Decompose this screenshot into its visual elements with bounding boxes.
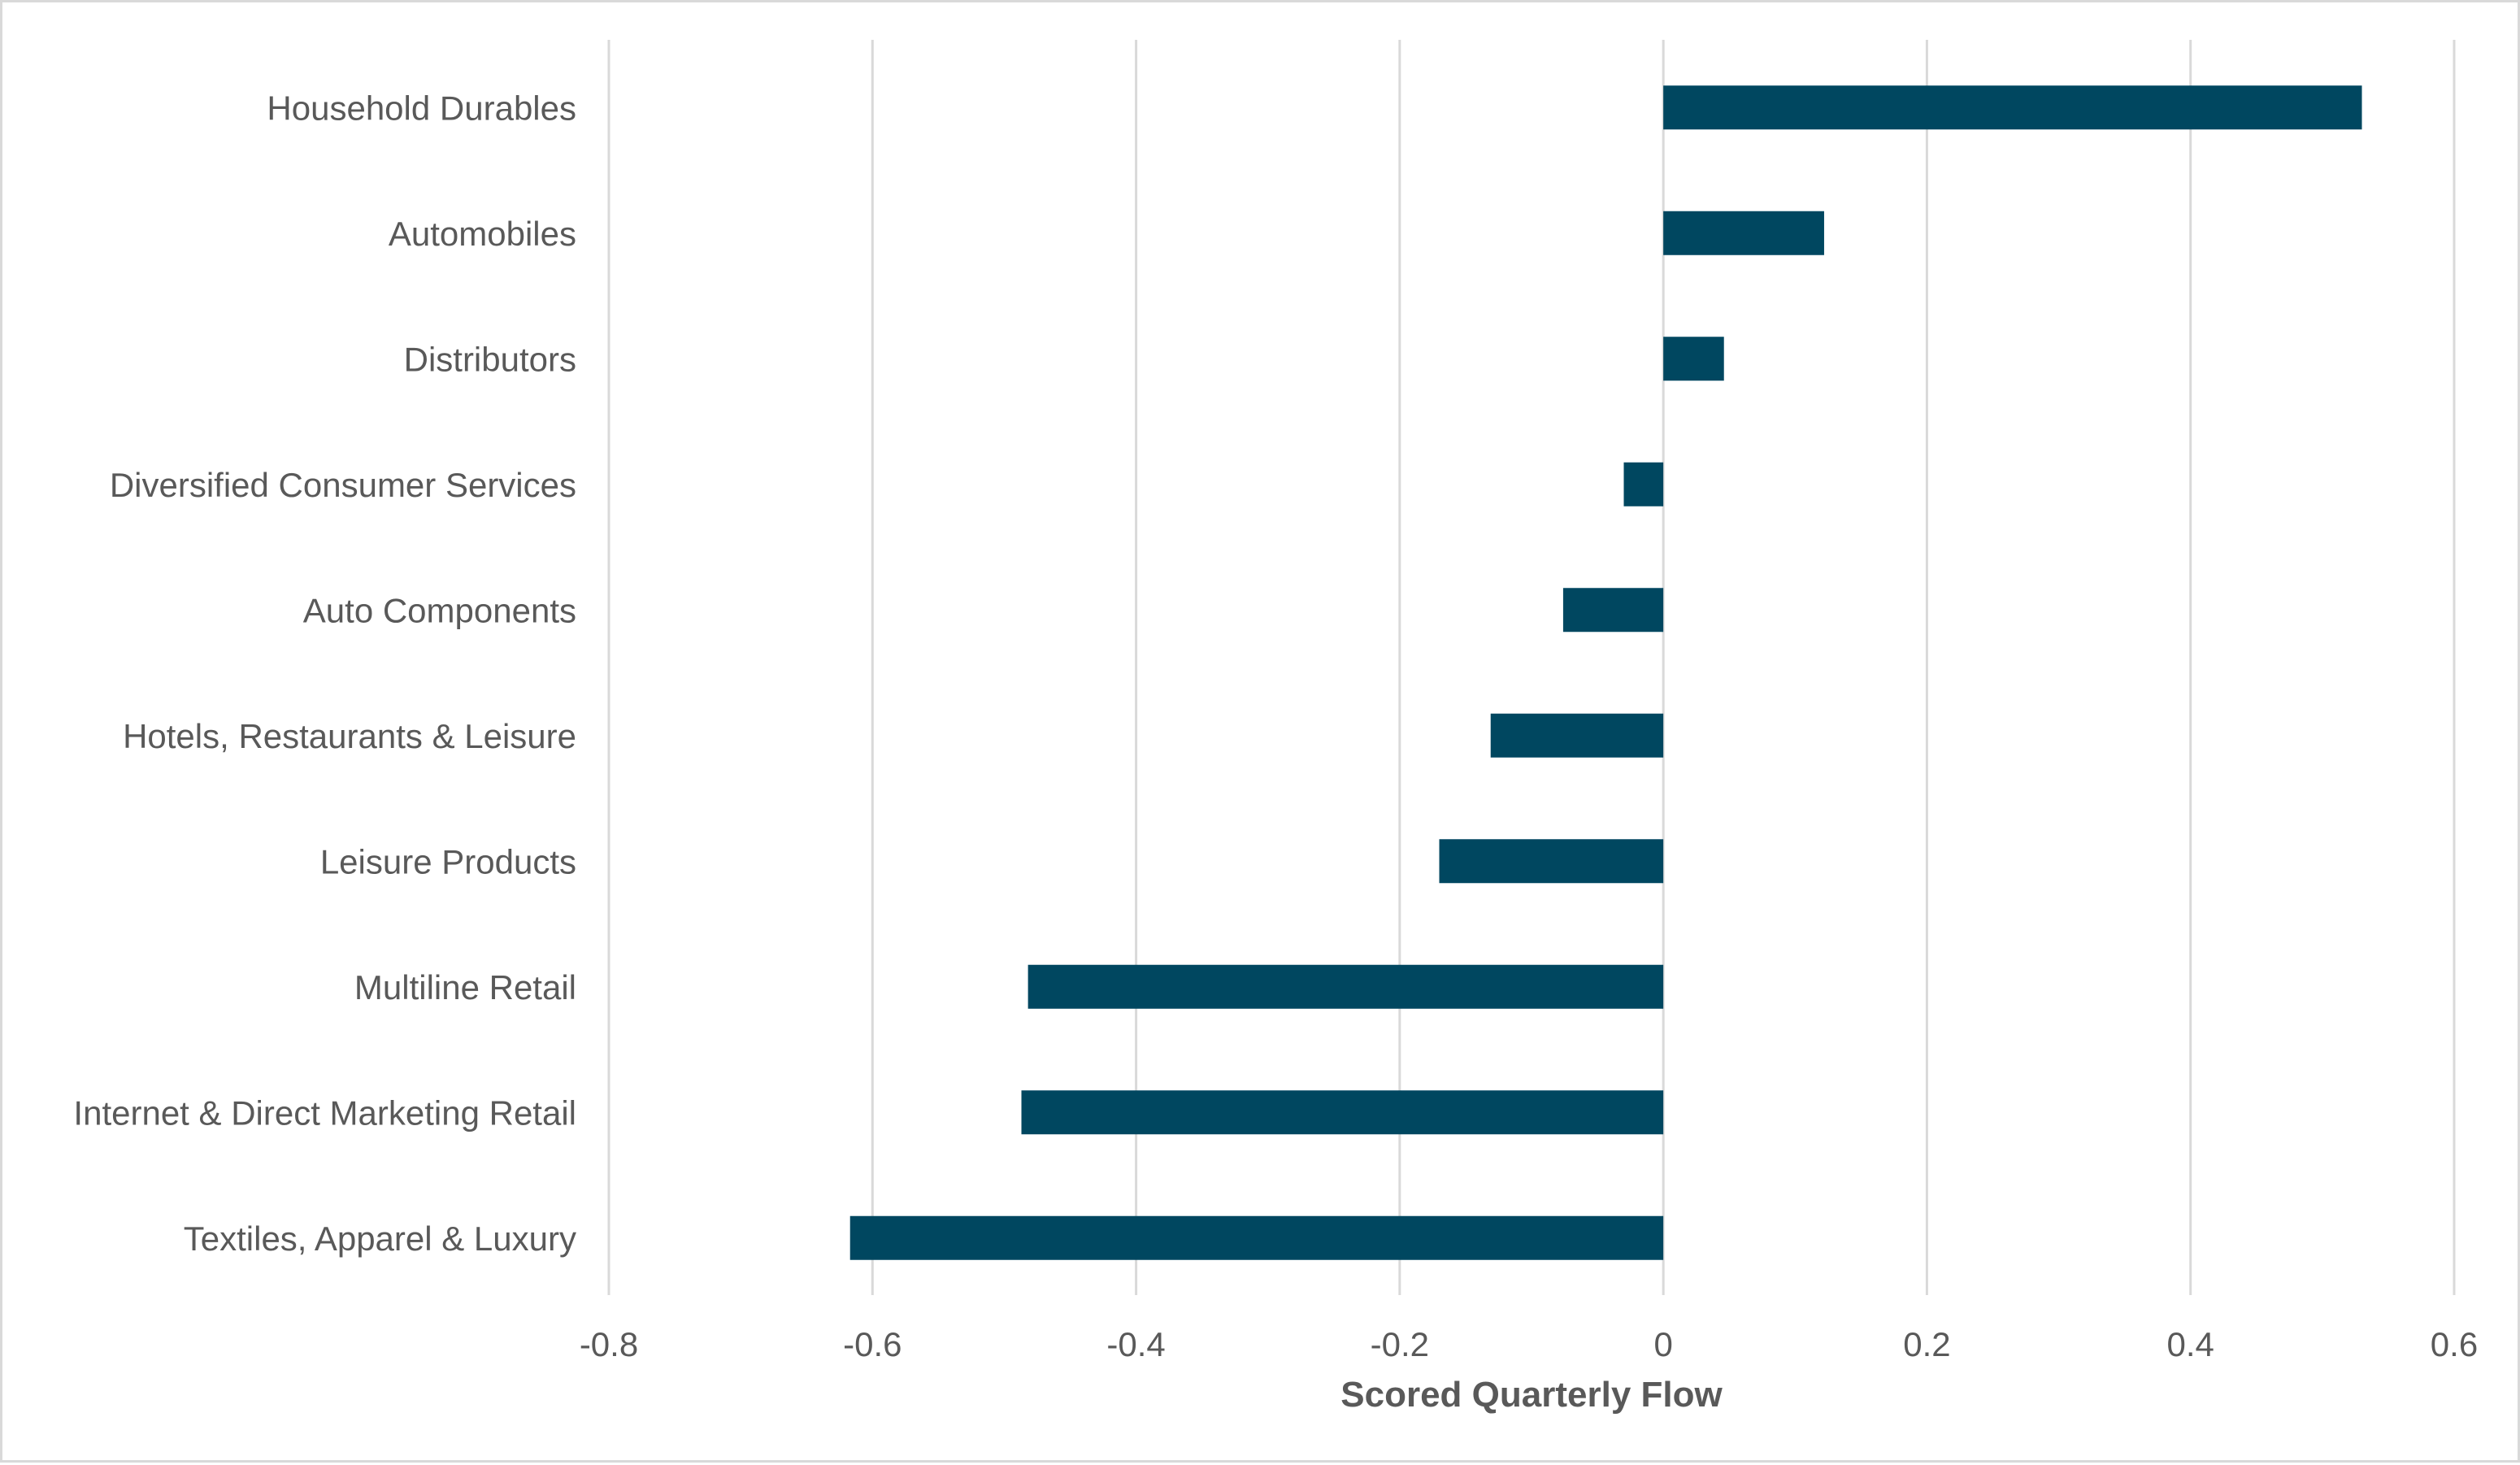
- bar: [1439, 839, 1664, 884]
- bar: [1021, 1090, 1664, 1135]
- category-label: Automobiles: [389, 215, 576, 253]
- category-label: Internet & Direct Marketing Retail: [73, 1093, 576, 1132]
- category-label: Leisure Products: [320, 842, 576, 880]
- category-label: Diversified Consumer Services: [110, 466, 576, 504]
- bar: [1028, 964, 1664, 1009]
- bar: [1663, 337, 1724, 381]
- x-tick-label: 0.4: [2167, 1325, 2214, 1363]
- bar: [1663, 85, 2362, 130]
- category-label: Auto Components: [303, 591, 576, 629]
- bar: [1623, 462, 1664, 506]
- bar: [1562, 588, 1664, 633]
- bar: [1490, 713, 1664, 758]
- category-label: Household Durables: [267, 89, 576, 127]
- x-tick-label: -0.8: [580, 1325, 638, 1363]
- category-label: Textiles, Apparel & Luxury: [184, 1219, 576, 1258]
- category-label: Multiline Retail: [354, 968, 576, 1006]
- x-tick-labels: -0.8 -0.6 -0.4 -0.2 0 0.2 0.4 0.6: [580, 1325, 2478, 1363]
- x-tick-label: -0.2: [1371, 1325, 1429, 1363]
- category-label: Hotels, Restaurants & Leisure: [123, 717, 576, 755]
- x-axis-title: Scored Quarterly Flow: [1340, 1375, 1723, 1415]
- x-tick-label: 0.6: [2431, 1325, 2478, 1363]
- category-label: Distributors: [404, 340, 576, 378]
- bars: [849, 85, 2362, 1260]
- x-tick-label: -0.6: [843, 1325, 902, 1363]
- category-labels: Household Durables Automobiles Distributor…: [73, 89, 576, 1258]
- bar: [849, 1215, 1664, 1260]
- bar: [1663, 211, 1824, 255]
- x-tick-label: -0.4: [1106, 1325, 1165, 1363]
- x-tick-label: 0.2: [1903, 1325, 1950, 1363]
- x-tick-label: 0: [1653, 1325, 1672, 1363]
